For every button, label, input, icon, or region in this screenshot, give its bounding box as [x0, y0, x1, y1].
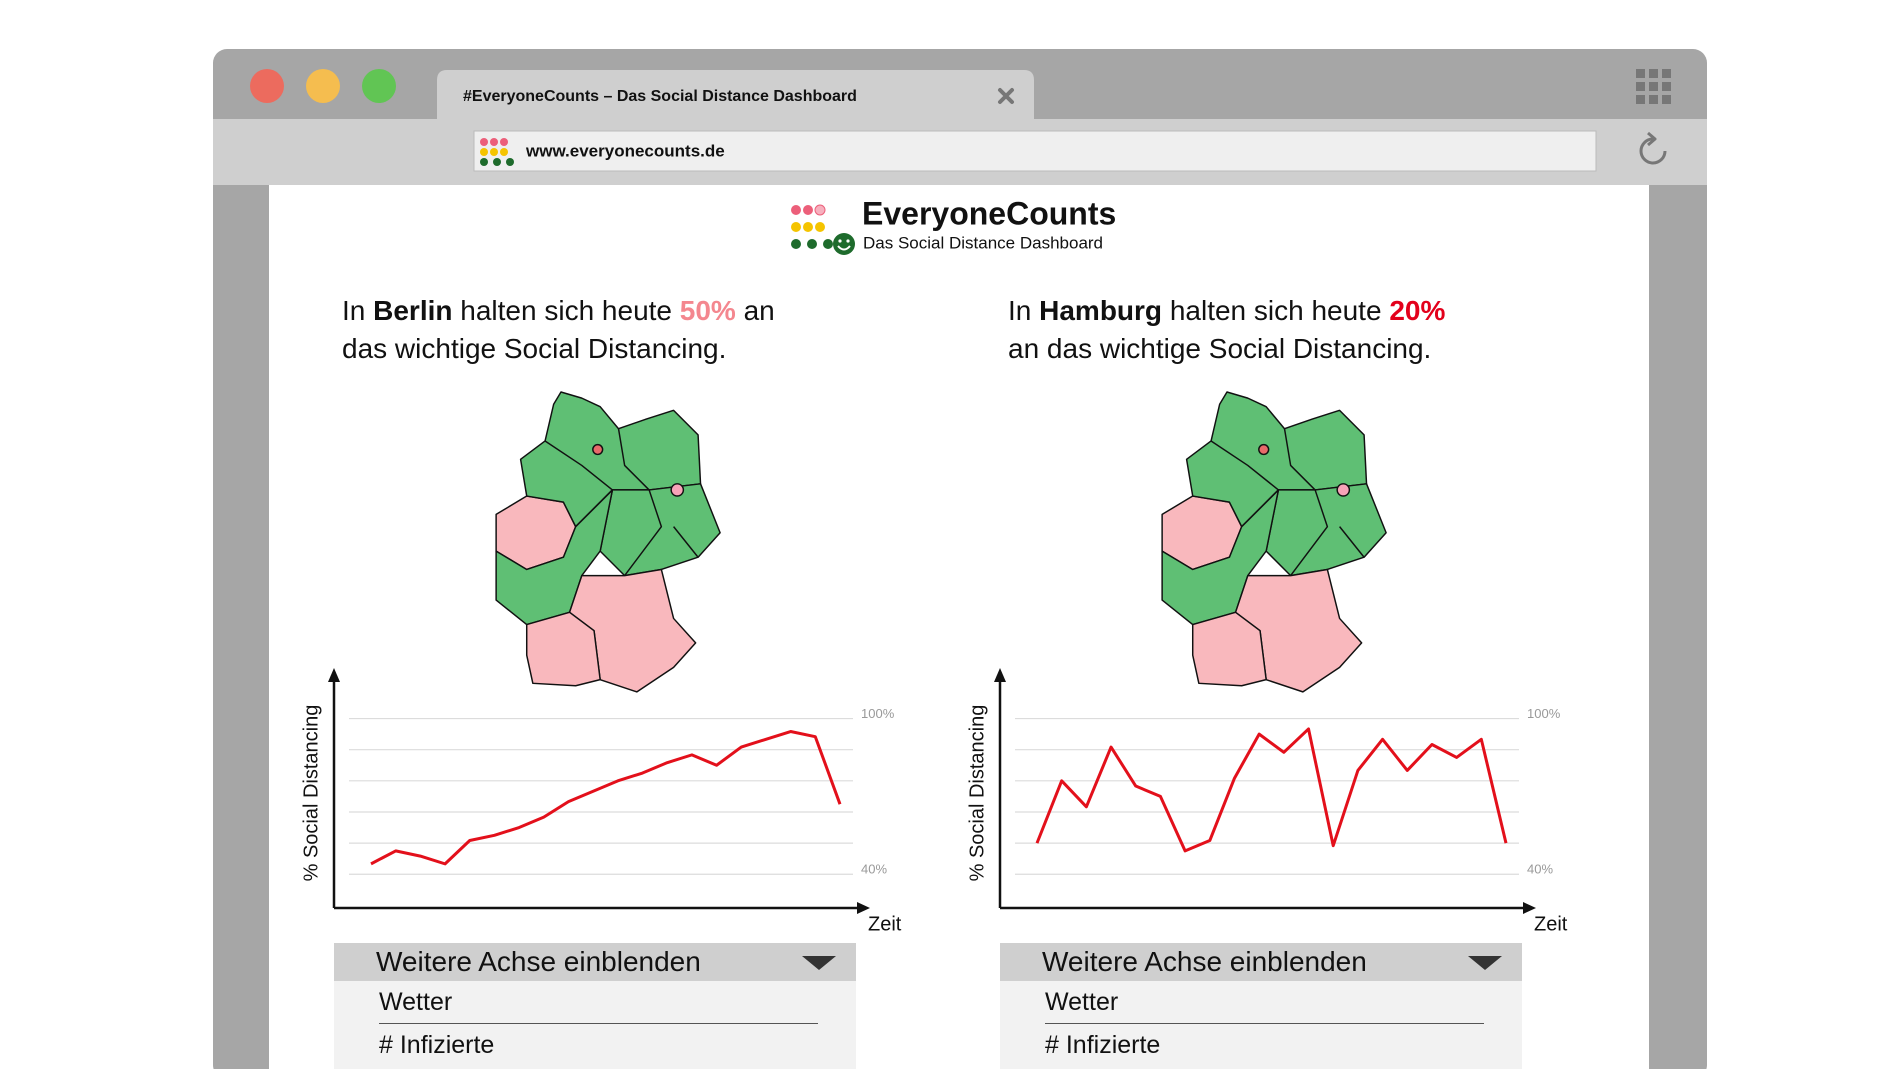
- apps-icon[interactable]: [1636, 69, 1671, 104]
- dropdown-label: Weitere Achse einblenden: [1042, 946, 1367, 977]
- url-text: www.everyonecounts.de: [525, 141, 725, 160]
- y-axis-arrow: [328, 668, 340, 682]
- data-line: [1035, 727, 1508, 853]
- url-favicon: [480, 138, 514, 166]
- reload-button[interactable]: [1639, 131, 1667, 165]
- y-axis-label: % Social Distancing: [966, 705, 988, 882]
- dropdown-option[interactable]: Wetter: [1045, 988, 1119, 1016]
- dropdown-label: Weitere Achse einblenden: [376, 946, 701, 977]
- dropdown-menu: Wetter # Infizierte: [334, 981, 856, 1069]
- headline: In Berlin halten sich heute 50% an das w…: [342, 292, 800, 368]
- hamburg: [592, 443, 604, 456]
- headline-percent: 20%: [1389, 295, 1446, 326]
- region-east: [599, 483, 721, 577]
- logo-subtitle: Das Social Distance Dashboard: [863, 233, 1103, 252]
- logo-title: EveryoneCounts: [862, 195, 1116, 231]
- state-borders: [544, 428, 699, 577]
- headline-text: In: [1008, 295, 1040, 326]
- headline-text: halten sich heute: [452, 295, 680, 326]
- x-axis-label: Zeit: [1534, 913, 1568, 935]
- dropdown-header[interactable]: Weitere Achse einblenden: [1000, 943, 1522, 981]
- close-button[interactable]: [250, 69, 284, 103]
- berlin: [1336, 483, 1351, 497]
- headline-text: halten sich heute: [1162, 295, 1390, 326]
- dropdown-option[interactable]: Wetter: [379, 988, 453, 1016]
- tab-title: #EveryoneCounts – Das Social Distance Da…: [463, 88, 857, 105]
- y-tick-label: 100%: [1527, 706, 1561, 721]
- y-tick-label: 100%: [861, 706, 895, 721]
- logo-icon: [791, 204, 855, 255]
- y-axis-arrow: [994, 668, 1006, 682]
- headline-city: Berlin: [373, 295, 453, 326]
- berlin: [670, 483, 685, 497]
- y-tick-label: 40%: [861, 862, 887, 877]
- dropdown-separator: [379, 1023, 818, 1024]
- region-west: [495, 489, 614, 626]
- dropdown-arrow: [1468, 956, 1502, 970]
- tab[interactable]: [437, 70, 1034, 119]
- region-bw: [1191, 611, 1267, 687]
- y-tick-label: 40%: [1527, 862, 1553, 877]
- y-axis-label: % Social Distancing: [300, 705, 322, 882]
- headline-percent: 50%: [679, 295, 736, 326]
- content-area: [269, 185, 1649, 1069]
- tab-close[interactable]: [998, 88, 1014, 104]
- state-borders: [1210, 428, 1365, 577]
- germany-map: [1161, 391, 1387, 693]
- x-axis-label: Zeit: [868, 913, 902, 935]
- data-line: [370, 730, 842, 866]
- dropdown-menu: Wetter # Infizierte: [1000, 981, 1522, 1069]
- x-axis-arrow: [857, 902, 870, 914]
- maximize-button[interactable]: [362, 69, 396, 103]
- dropdown-arrow: [802, 956, 836, 970]
- url-field[interactable]: [473, 130, 1597, 172]
- hamburg: [1258, 443, 1270, 456]
- region-west: [1161, 489, 1280, 626]
- germany-map: [495, 391, 721, 693]
- headline-text: In: [342, 295, 374, 326]
- headline-text: an das wichtige Social Distancing.: [342, 295, 775, 364]
- minimize-button[interactable]: [306, 69, 340, 103]
- dropdown-separator: [1045, 1023, 1484, 1024]
- x-axis-arrow: [1523, 902, 1536, 914]
- headline-city: Hamburg: [1039, 295, 1163, 326]
- dropdown-option[interactable]: # Infizierte: [379, 1031, 495, 1059]
- dropdown-option[interactable]: # Infizierte: [1045, 1031, 1161, 1059]
- headline-text: an das wichtige Social Distancing.: [1008, 333, 1432, 364]
- dropdown-header[interactable]: Weitere Achse einblenden: [334, 943, 856, 981]
- region-bw: [525, 611, 601, 687]
- headline: In Hamburg halten sich heute 20% an das …: [1008, 292, 1466, 368]
